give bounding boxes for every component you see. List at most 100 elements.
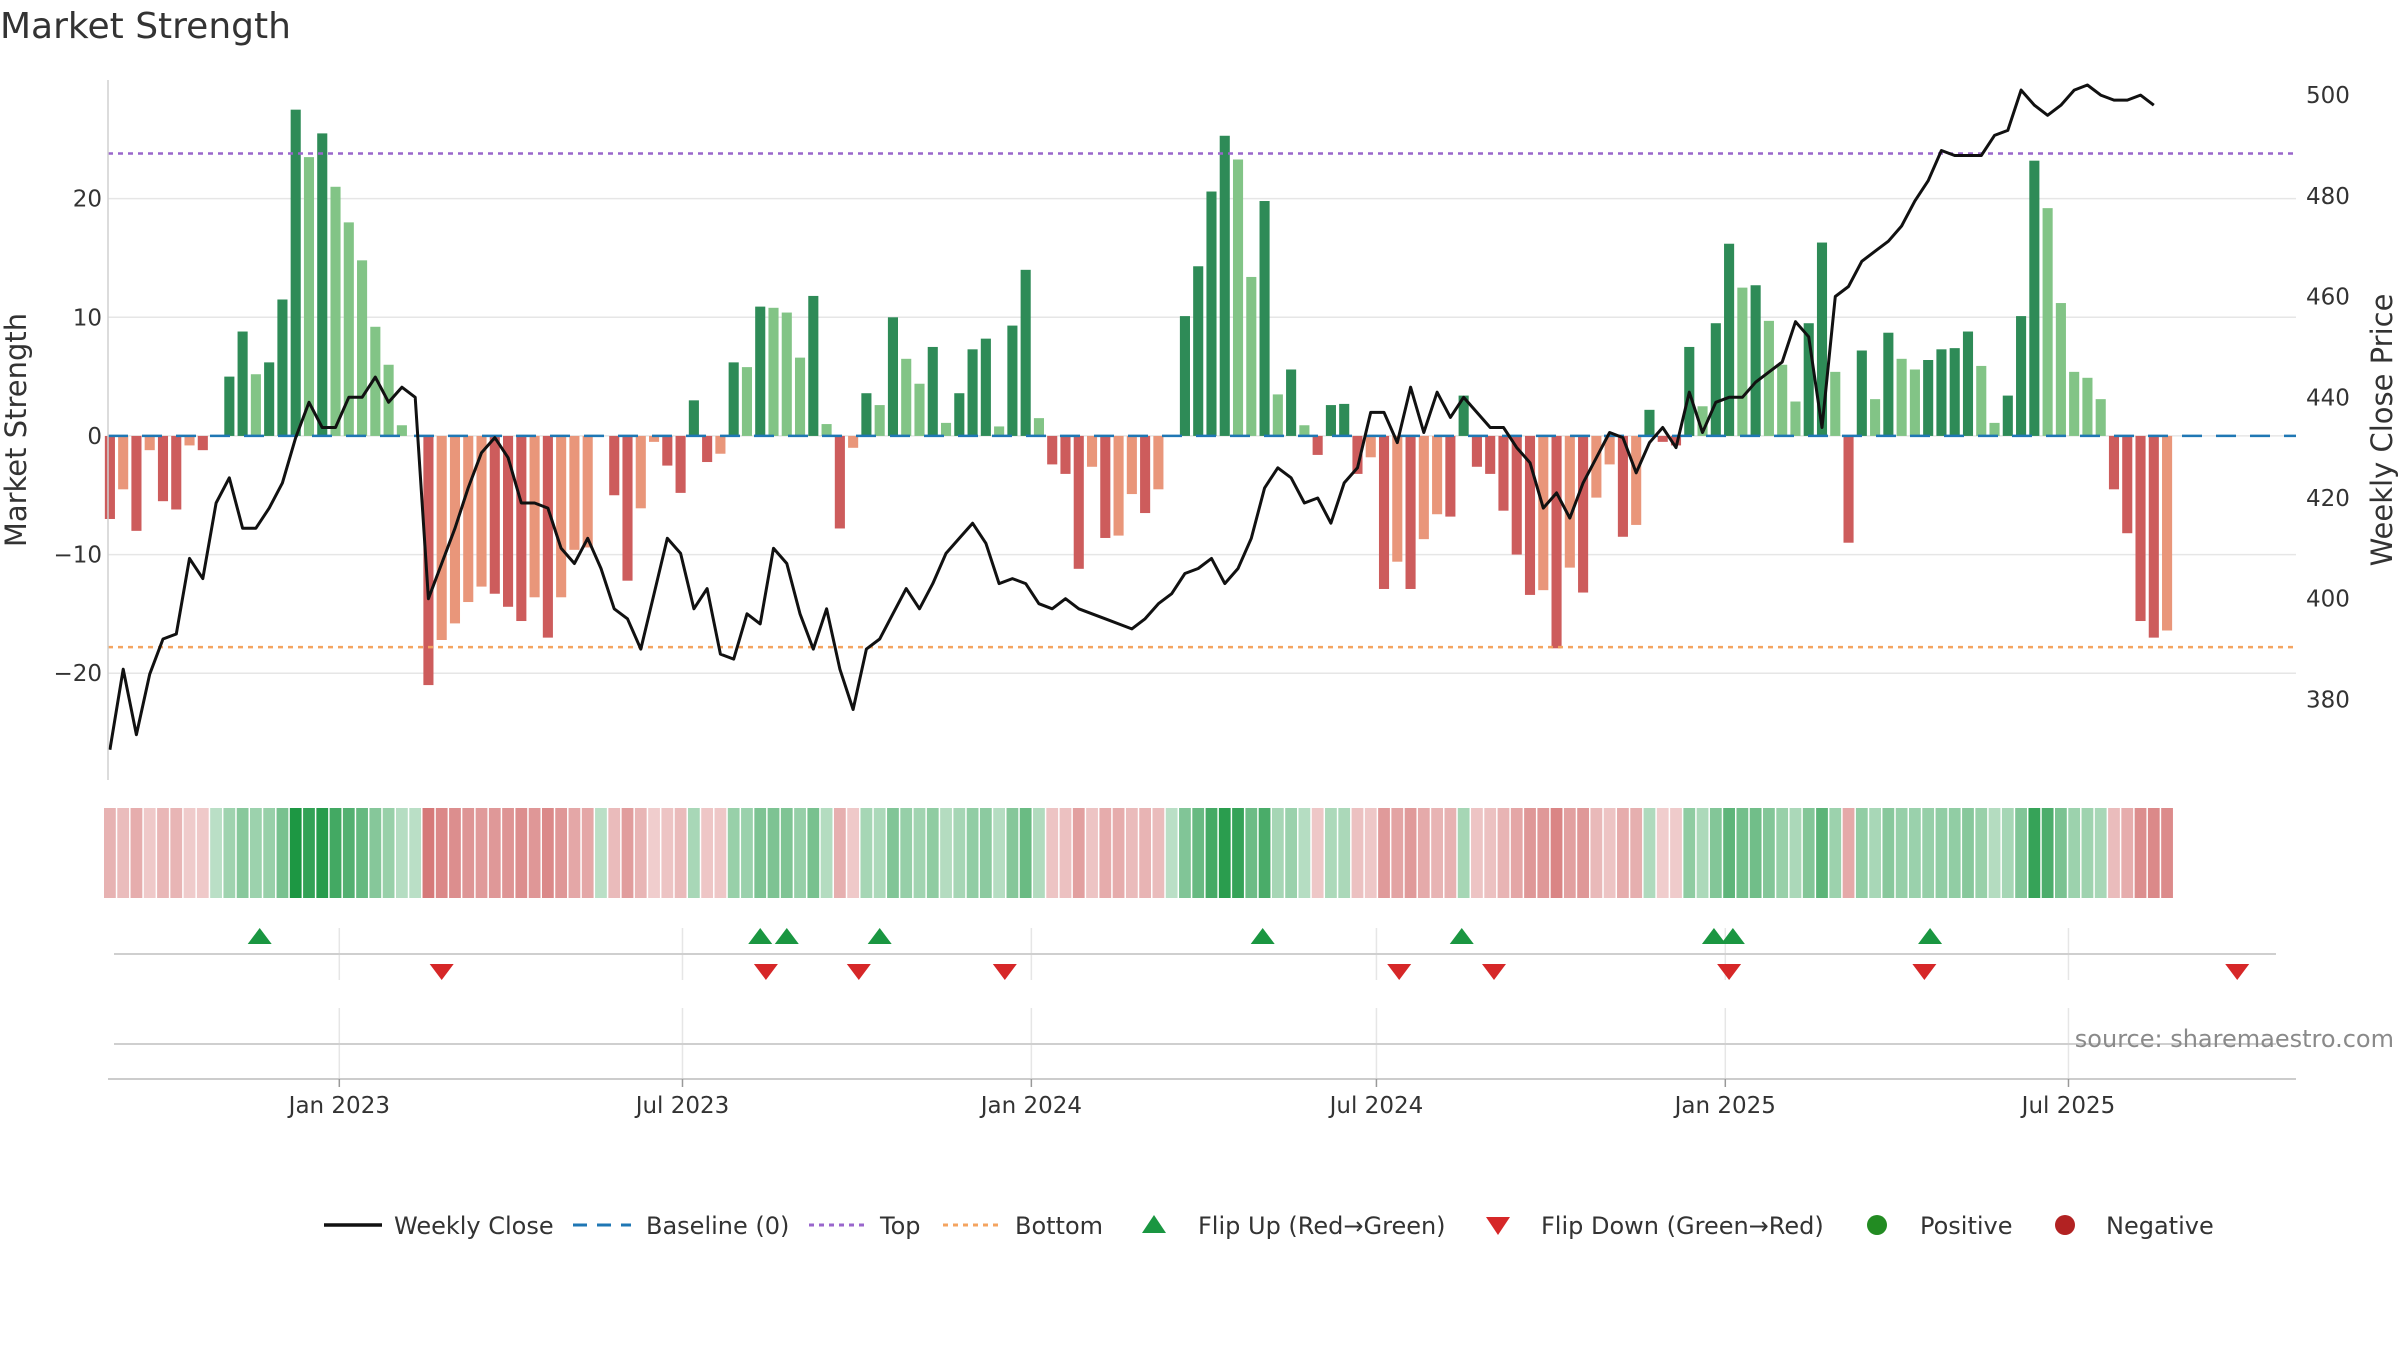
strength-bar: [1498, 435, 1509, 511]
strength-bar: [1843, 435, 1854, 543]
strip-cell: [1471, 808, 1483, 898]
strength-bar: [1816, 242, 1828, 436]
legend-label: Flip Down (Green→Red): [1541, 1212, 1824, 1240]
y-tick-label-left: 0: [87, 424, 102, 450]
strip-cell: [488, 808, 501, 898]
strip-cell: [2108, 808, 2120, 898]
strip-cell: [541, 808, 554, 898]
x-tick-label: Jan 2024: [979, 1093, 1082, 1119]
strength-bar: [874, 405, 885, 436]
strength-bar: [1790, 401, 1801, 436]
flip-up-marker: [1720, 928, 1745, 944]
strength-bar: [861, 393, 872, 436]
empty-panel: [114, 1008, 2276, 1078]
strip-cell: [1351, 808, 1364, 898]
strength-bar: [1524, 435, 1536, 595]
strip-cell: [820, 808, 833, 898]
y-axis-label-left: Market Strength: [0, 313, 33, 547]
y-tick-label-right: 420: [2306, 486, 2350, 512]
legend-label: Top: [879, 1212, 921, 1240]
strength-bar: [1007, 325, 1018, 436]
strength-bar: [131, 435, 142, 531]
strength-bar: [609, 435, 620, 496]
strip-cell: [1099, 808, 1112, 898]
strength-bar: [1870, 399, 1881, 436]
flip-down-marker: [753, 964, 778, 980]
strength-bar: [423, 435, 434, 686]
strip-cell: [130, 808, 143, 898]
strength-bar: [264, 362, 275, 436]
strength-bar: [1246, 276, 1257, 436]
strip-cell: [1125, 808, 1138, 898]
strength-bar: [1803, 323, 1814, 436]
strip-cell: [1404, 808, 1417, 898]
strength-bar: [635, 435, 646, 509]
strip-cell: [183, 808, 196, 898]
strength-bar: [144, 435, 155, 451]
strip-cell: [1524, 808, 1536, 898]
strip-cell: [1232, 808, 1244, 898]
strip-cell: [249, 808, 262, 898]
strength-bar: [1697, 406, 1708, 436]
flip-down-marker: [429, 964, 454, 980]
strength-bar: [1140, 435, 1151, 514]
strength-bar: [250, 374, 261, 436]
strength-bar: [2055, 303, 2066, 436]
strip-cell: [1975, 808, 1988, 898]
strip-cell: [196, 808, 209, 898]
strip-cell: [263, 808, 276, 898]
strength-bar: [1856, 350, 1867, 436]
strength-bar: [197, 435, 208, 451]
strip-cell: [555, 808, 568, 898]
strength-bar: [463, 435, 474, 603]
strip-cell: [1285, 808, 1298, 898]
strength-bar: [914, 383, 925, 436]
strip-cell: [502, 808, 514, 898]
strip-cell: [515, 808, 528, 898]
strip-cell: [608, 808, 621, 898]
strip-cell: [1457, 808, 1470, 898]
strip-cell: [833, 808, 846, 898]
strength-bar: [224, 376, 235, 436]
strip-cell: [1046, 808, 1059, 898]
strip-cell: [1139, 808, 1152, 898]
strength-bar: [1405, 435, 1416, 589]
strength-bar: [1710, 323, 1721, 436]
strip-cell: [1577, 808, 1589, 898]
flip-up-marker: [867, 928, 892, 944]
strip-cell: [1325, 808, 1337, 898]
strength-bar: [808, 295, 819, 436]
strength-bar: [569, 435, 580, 550]
strip-cell: [1683, 808, 1696, 898]
strip-cell: [1152, 808, 1165, 898]
legend-swatch-negative: [2055, 1215, 2075, 1235]
strength-bar: [503, 435, 514, 607]
strip-cell: [568, 808, 581, 898]
strength-bar: [1033, 418, 1044, 436]
strip-cell: [1723, 808, 1735, 898]
strength-bar: [1100, 435, 1111, 538]
strength-bar: [582, 435, 593, 548]
flip-up-marker: [774, 928, 799, 944]
strip-cell: [1338, 808, 1351, 898]
strip-cell: [289, 808, 302, 898]
strength-bar: [104, 435, 115, 519]
strip-cell: [1019, 808, 1032, 898]
strip-cell: [422, 808, 435, 898]
strip-cell: [1962, 808, 1974, 898]
strip-cell: [648, 808, 660, 898]
strength-bar: [927, 346, 938, 436]
weekly-close-line: [108, 83, 2155, 751]
strip-cell: [210, 808, 222, 898]
x-tick-label: Jul 2024: [1328, 1093, 1424, 1119]
strength-bar: [662, 435, 673, 466]
strip-cell: [2134, 808, 2147, 898]
strength-bar: [330, 186, 341, 436]
strength-bar: [821, 424, 832, 436]
strength-bar: [1471, 435, 1482, 467]
strip-cell: [767, 808, 780, 898]
y-tick-label-right: 400: [2306, 587, 2350, 613]
strength-bar: [2029, 160, 2040, 436]
strength-bar: [1604, 435, 1615, 465]
strength-bar: [768, 307, 779, 436]
